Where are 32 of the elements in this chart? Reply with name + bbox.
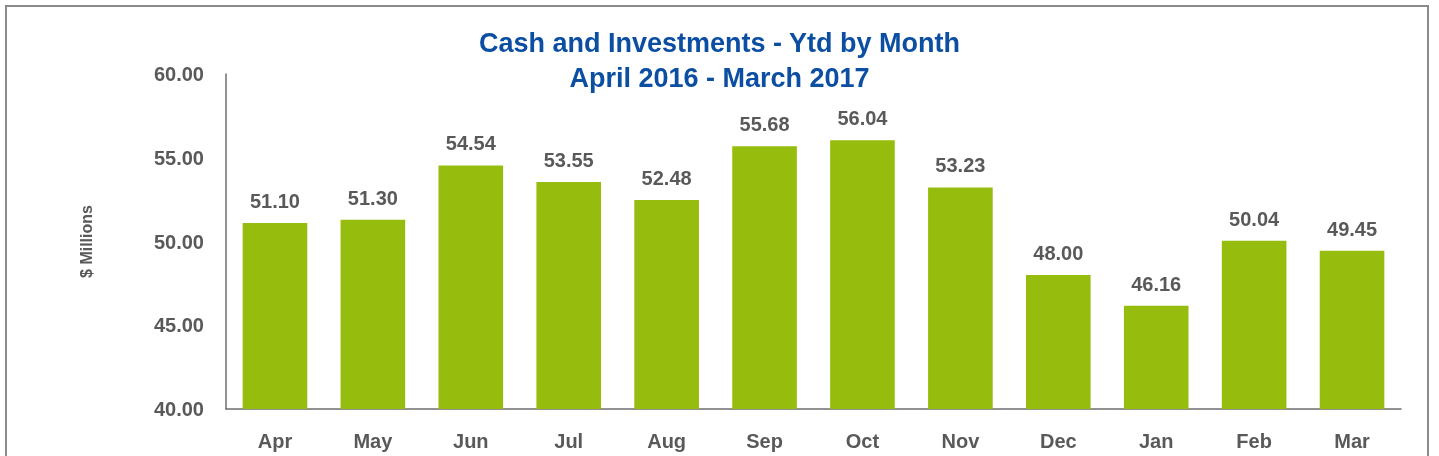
y-tick-label: 60.00 [153, 63, 204, 85]
data-label: 55.68 [739, 113, 790, 136]
x-tick-label: Nov [941, 430, 981, 452]
x-tick-label: May [353, 430, 394, 452]
y-tick-label: 55.00 [153, 146, 204, 169]
x-tick-label: Apr [257, 430, 293, 452]
data-label: 56.04 [837, 107, 889, 130]
x-tick-label: Jan [1138, 430, 1174, 452]
chart-title: Cash and Investments - Ytd by Month [478, 27, 961, 58]
x-tick-label: Jul [554, 430, 584, 452]
x-tick-label: Dec [1039, 430, 1077, 452]
data-label: 52.48 [641, 166, 692, 189]
x-tick-label: Jun [453, 430, 489, 452]
data-label: 54.54 [445, 132, 497, 155]
x-tick-label: Feb [1236, 430, 1272, 452]
x-tick-label: Oct [845, 430, 880, 452]
y-tick-label: 50.00 [153, 230, 204, 253]
x-tick-label: Mar [1334, 430, 1371, 452]
data-label: 51.30 [347, 186, 398, 209]
data-label: 48.00 [1033, 242, 1084, 264]
data-label: 49.45 [1327, 217, 1378, 240]
data-label: 51.10 [249, 190, 300, 213]
data-label: 53.23 [935, 154, 986, 177]
y-tick-label: 45.00 [153, 314, 204, 337]
x-tick-label: Sep [746, 430, 783, 452]
chart-subtitle: April 2016 - March 2017 [569, 62, 870, 93]
data-label: 46.16 [1131, 272, 1182, 295]
y-axis-title: $ Millions [77, 204, 95, 278]
data-label: 53.55 [543, 149, 594, 172]
data-label: 50.04 [1229, 207, 1281, 230]
y-tick-label: 40.00 [153, 398, 204, 420]
x-tick-label: Aug [647, 430, 687, 452]
